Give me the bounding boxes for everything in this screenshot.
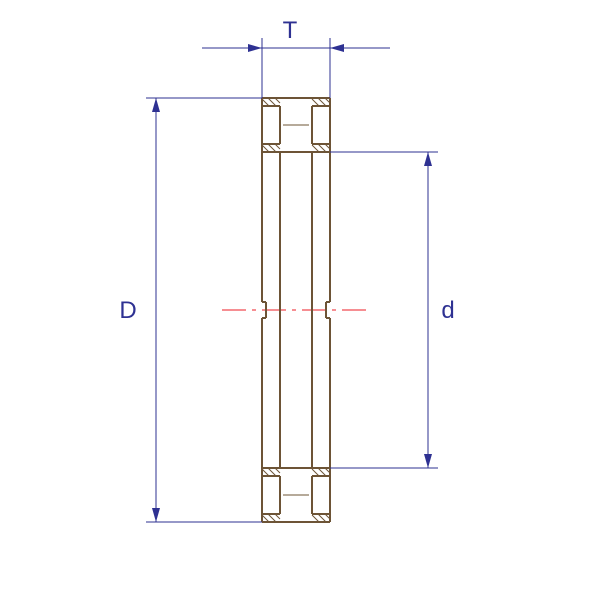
arrow-head	[248, 44, 262, 52]
hatch-region	[312, 468, 330, 476]
arrow-head	[152, 508, 160, 522]
hatch-region	[312, 144, 330, 152]
arrow-head	[330, 44, 344, 52]
dim-label-d: d	[441, 297, 454, 324]
hatch-region	[262, 144, 280, 152]
bearing-cross-section-diagram: T Dd	[0, 0, 600, 600]
hatch-region	[312, 98, 330, 106]
hatch-region	[262, 468, 280, 476]
dim-label-D: D	[119, 297, 136, 324]
arrow-head	[152, 98, 160, 112]
hatch-region	[262, 98, 280, 106]
hatch-region	[262, 514, 280, 522]
arrow-head	[424, 454, 432, 468]
dim-label-T: T	[283, 17, 298, 44]
arrow-head	[424, 152, 432, 166]
hatch-region	[312, 514, 330, 522]
